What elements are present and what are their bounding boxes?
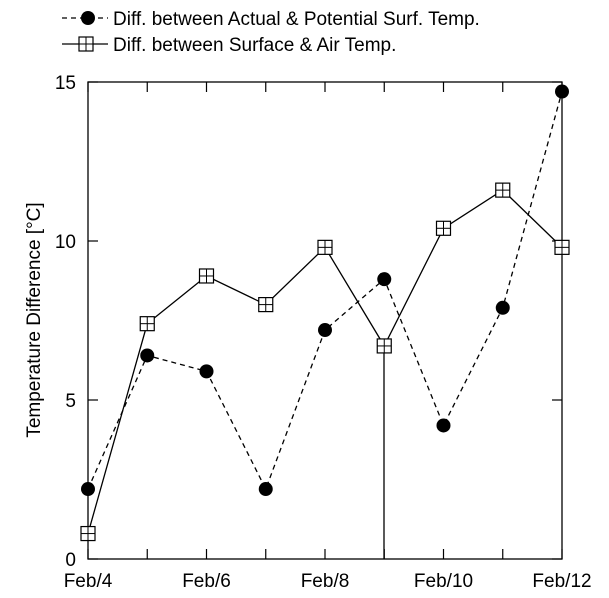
series-1 <box>81 84 569 497</box>
x-tick-label-6: Feb/10 <box>414 571 473 592</box>
series-group <box>80 84 570 542</box>
series-2-point-5 <box>376 338 392 354</box>
legend-entry-2: Diff. between Surface & Air Temp. <box>62 35 396 56</box>
x-axis: Feb/4 Feb/6 Feb/8 Feb/10 Feb/12 <box>64 82 592 592</box>
series-2-point-4 <box>317 239 333 255</box>
series-2-point-1 <box>139 316 155 332</box>
series-1-point-2 <box>199 364 214 379</box>
series-1-point-8 <box>555 84 569 99</box>
series-1-point-3 <box>258 482 273 497</box>
series-1-point-1 <box>140 348 155 363</box>
series-1-point-7 <box>495 300 510 315</box>
legend-marker-1 <box>81 11 95 25</box>
series-2-point-0 <box>80 525 96 542</box>
y-tick-label-2: 10 <box>55 232 76 253</box>
legend: Diff. between Actual & Potential Surf. T… <box>62 9 480 56</box>
series-2 <box>80 182 570 542</box>
series-line-1 <box>87 91 563 491</box>
legend-marker-2 <box>78 36 94 52</box>
series-1-point-0 <box>81 482 95 497</box>
y-axis-title: Temperature Difference [°C] <box>24 202 45 437</box>
series-2-point-8 <box>554 239 570 255</box>
x-tick-label-0: Feb/4 <box>64 571 113 592</box>
series-2-point-6 <box>435 220 452 236</box>
plot-frame <box>87 81 563 560</box>
legend-entry-1: Diff. between Actual & Potential Surf. T… <box>62 9 480 30</box>
series-1-point-5 <box>377 272 392 287</box>
legend-label-2: Diff. between Surface & Air Temp. <box>113 35 396 56</box>
y-tick-label-0: 0 <box>65 550 76 571</box>
series-2-point-3 <box>258 297 274 313</box>
x-tick-label-8: Feb/12 <box>532 571 591 592</box>
series-1-point-4 <box>318 323 332 338</box>
y-axis: 0 5 10 15 <box>55 73 562 571</box>
y-tick-label-3: 15 <box>55 73 76 94</box>
series-2-point-7 <box>495 182 511 198</box>
series-1-point-6 <box>436 418 451 433</box>
y-tick-label-1: 5 <box>65 391 76 412</box>
series-2-point-2 <box>198 268 215 284</box>
legend-label-1: Diff. between Actual & Potential Surf. T… <box>113 9 480 30</box>
x-tick-label-4: Feb/8 <box>301 571 350 592</box>
x-tick-label-2: Feb/6 <box>182 571 231 592</box>
